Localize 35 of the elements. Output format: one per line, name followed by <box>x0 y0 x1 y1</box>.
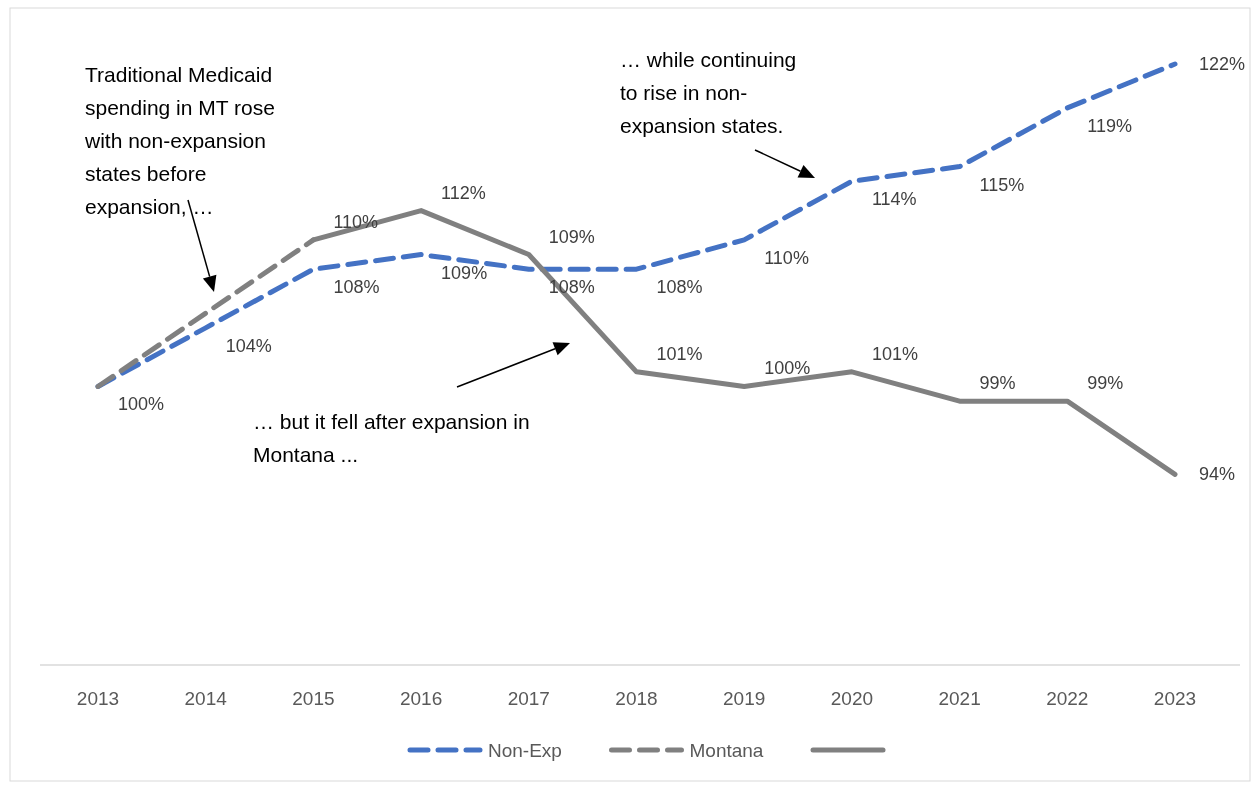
data-label: 109% <box>441 262 488 283</box>
annotation: … while continuing to rise in non- expansion states. <box>620 48 797 137</box>
x-tick-label: 2016 <box>399 688 443 709</box>
data-label: 114% <box>871 189 917 210</box>
x-tick-label: 2017 <box>507 688 550 709</box>
legend-label: Non-Exp <box>488 740 562 761</box>
x-tick-label: 2019 <box>723 688 766 709</box>
x-tick-label: 2014 <box>184 688 228 709</box>
data-label: 100% <box>118 394 165 415</box>
x-tick-label: 2022 <box>1046 688 1089 709</box>
data-label: 122% <box>1199 53 1246 74</box>
data-label: 119% <box>1087 115 1132 136</box>
data-label: 115% <box>979 174 1025 195</box>
data-label: 94% <box>1199 464 1236 485</box>
data-label: 99% <box>979 373 1016 394</box>
data-label: 108% <box>333 277 380 298</box>
data-label: 101% <box>656 343 703 364</box>
annotation: … but it fell after expansion in Montana ... <box>253 410 530 466</box>
x-tick-label: 2015 <box>292 688 335 709</box>
data-label: 100% <box>764 358 811 379</box>
data-label: 101% <box>871 343 918 364</box>
x-tick-label: 2013 <box>76 688 120 709</box>
data-label: 99% <box>1087 373 1124 394</box>
legend-label: Montana <box>689 740 764 761</box>
x-tick-label: 2020 <box>830 688 874 709</box>
data-label: 104% <box>225 335 272 356</box>
x-tick-label: 2023 <box>1153 688 1197 709</box>
data-label: 112% <box>441 182 486 203</box>
data-label: 109% <box>548 226 595 247</box>
x-tick-label: 2018 <box>615 688 658 709</box>
data-label: 108% <box>656 277 703 298</box>
data-label: 110% <box>764 247 809 268</box>
annotation: Traditional Medicaid spending in MT rose with non-expansion states before expansion, … <box>84 63 275 218</box>
data-label: 110% <box>333 211 379 232</box>
x-tick-label: 2021 <box>938 688 981 709</box>
